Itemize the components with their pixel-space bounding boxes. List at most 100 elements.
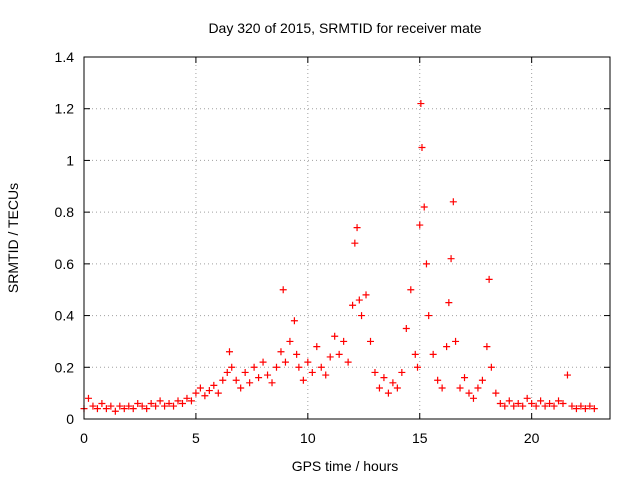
data-point: [546, 399, 554, 407]
data-point: [420, 203, 428, 211]
data-point: [417, 100, 425, 108]
data-point: [170, 402, 178, 410]
data-point: [581, 405, 589, 413]
data-point: [469, 394, 477, 402]
data-point: [286, 337, 294, 345]
data-point: [183, 394, 191, 402]
x-tick-label: 5: [192, 430, 200, 446]
data-point: [102, 405, 110, 413]
y-tick-label: 1.4: [55, 49, 75, 65]
plot-frame: [83, 56, 611, 420]
data-point: [272, 363, 280, 371]
data-point: [308, 368, 316, 376]
data-point: [537, 397, 545, 405]
data-point: [290, 317, 298, 325]
y-tick-label: 0.6: [55, 256, 75, 272]
y-tick-label: 0.4: [55, 308, 75, 324]
data-point: [389, 379, 397, 387]
data-point: [295, 363, 303, 371]
y-tick-label: 1.2: [55, 101, 75, 117]
data-point: [523, 394, 531, 402]
data-point: [351, 239, 359, 247]
data-point: [84, 394, 92, 402]
y-tick-label: 0.8: [55, 204, 75, 220]
data-point: [161, 402, 169, 410]
data-point: [384, 389, 392, 397]
data-point: [510, 402, 518, 410]
data-point: [299, 376, 307, 384]
data-point: [120, 405, 128, 413]
data-point: [335, 350, 343, 358]
data-point: [501, 402, 509, 410]
chart-title: Day 320 of 2015, SRMTID for receiver mat…: [208, 20, 481, 36]
data-point: [344, 358, 352, 366]
data-point: [340, 337, 348, 345]
data-point: [418, 144, 426, 151]
data-point: [371, 368, 379, 376]
data-point: [187, 397, 195, 405]
data-point: [362, 291, 370, 299]
data-point: [461, 374, 469, 382]
data-point: [559, 399, 567, 407]
data-point: [568, 402, 576, 410]
y-tick-label: 0: [66, 411, 74, 427]
data-point: [380, 374, 388, 382]
data-point: [590, 405, 598, 413]
data-point: [219, 376, 227, 384]
data-point: [447, 255, 455, 263]
data-point: [241, 368, 249, 376]
data-point: [152, 402, 160, 410]
data-point: [196, 384, 204, 392]
data-point: [411, 350, 419, 358]
data-point: [232, 376, 240, 384]
data-point: [293, 350, 301, 358]
data-point: [331, 332, 339, 340]
data-point: [449, 198, 457, 206]
data-point: [452, 337, 460, 345]
y-tick-label: 0.2: [55, 359, 75, 375]
x-tick-label: 10: [300, 430, 316, 446]
data-point: [485, 275, 493, 283]
data-point: [129, 405, 137, 413]
data-point: [353, 224, 361, 232]
data-point: [478, 376, 486, 384]
data-point: [201, 392, 209, 400]
data-point: [532, 402, 540, 410]
data-point: [483, 343, 491, 351]
data-point: [147, 399, 155, 407]
data-point: [563, 371, 571, 379]
data-point: [93, 405, 101, 413]
data-point: [572, 405, 580, 413]
data-point: [279, 286, 287, 294]
x-tick-label: 15: [412, 430, 428, 446]
data-point: [192, 389, 200, 397]
data-point: [281, 358, 289, 366]
y-tick-label: 1: [66, 152, 74, 168]
data-point: [492, 389, 500, 397]
data-point: [487, 363, 495, 371]
data-point: [250, 363, 258, 371]
data-point: [496, 399, 504, 407]
data-point: [402, 325, 410, 332]
data-point: [550, 402, 558, 410]
data-point: [398, 368, 406, 376]
data-point: [264, 371, 272, 379]
data-point: [416, 221, 424, 229]
data-point: [277, 348, 285, 356]
data-point: [228, 363, 236, 371]
data-point: [313, 343, 321, 351]
data-point: [237, 384, 245, 392]
data-point: [375, 384, 383, 392]
data-point: [107, 402, 115, 410]
data-point: [214, 389, 222, 397]
data-point: [225, 348, 233, 356]
data-point: [425, 312, 433, 320]
data-point: [358, 312, 366, 320]
data-point: [434, 376, 442, 384]
data-point: [174, 397, 182, 405]
data-point: [555, 397, 563, 405]
data-point: [255, 374, 263, 382]
data-point: [125, 402, 133, 410]
